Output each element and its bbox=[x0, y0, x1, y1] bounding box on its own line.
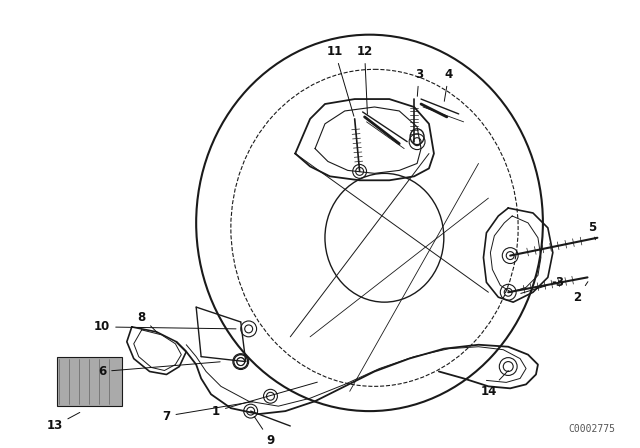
Text: 11: 11 bbox=[327, 45, 354, 116]
Text: 1: 1 bbox=[212, 382, 317, 418]
Bar bbox=[58, 357, 122, 406]
Text: 2: 2 bbox=[573, 282, 588, 304]
Text: 6: 6 bbox=[98, 362, 220, 378]
Text: 4: 4 bbox=[444, 68, 453, 101]
Text: 3: 3 bbox=[415, 68, 423, 96]
Text: 8: 8 bbox=[138, 310, 157, 333]
Text: -3: -3 bbox=[521, 276, 564, 293]
Text: 14: 14 bbox=[480, 370, 508, 398]
Text: 12: 12 bbox=[356, 45, 372, 114]
Text: 7: 7 bbox=[163, 402, 253, 422]
Text: 9: 9 bbox=[254, 416, 275, 448]
Text: 13: 13 bbox=[46, 413, 80, 432]
Text: C0002775: C0002775 bbox=[568, 424, 615, 434]
Text: 10: 10 bbox=[94, 320, 236, 333]
Text: 5: 5 bbox=[588, 221, 596, 240]
